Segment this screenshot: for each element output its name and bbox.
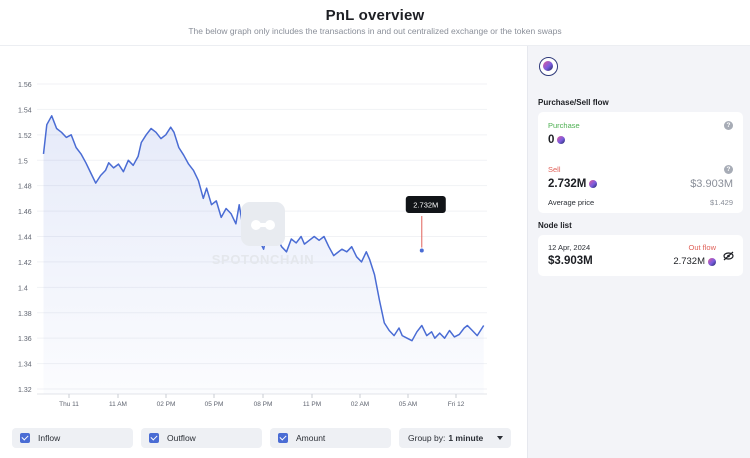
purchase-label: Purchase: [548, 121, 580, 130]
inflow-toggle[interactable]: Inflow: [12, 428, 133, 448]
x-tick-label: 08 PM: [254, 401, 273, 408]
pnl-chart[interactable]: 1.32 1.34 1.36 1.38 1.4 1.42 1.44 1.46 1.48 1.5 1.…: [0, 46, 527, 416]
purchase-info-icon[interactable]: ?: [724, 121, 733, 130]
token-mini-icon: [557, 136, 566, 144]
page-title: PnL overview: [325, 7, 425, 24]
amount-toggle[interactable]: Amount: [270, 428, 391, 448]
outflow-toggle[interactable]: Outflow: [141, 428, 262, 448]
x-tick-label: 11 PM: [303, 401, 321, 408]
purchase-amount: 0: [548, 134, 555, 146]
group-by-label: Group by:: [408, 433, 446, 443]
inflow-checkbox[interactable]: [20, 433, 30, 443]
node-date: 12 Apr, 2024: [548, 243, 591, 252]
node-amount: 2.732M: [673, 256, 716, 267]
node-card[interactable]: 12 Apr, 2024 Out flow $3.903M 2.732M: [538, 235, 743, 276]
area-fill: [43, 115, 484, 395]
eye-off-icon[interactable]: [723, 251, 734, 261]
chevron-down-icon: [497, 436, 503, 440]
y-tick-label: 1.4: [18, 285, 28, 292]
amount-label: Amount: [296, 433, 326, 443]
sell-info-icon[interactable]: ?: [724, 165, 733, 174]
outflow-checkbox[interactable]: [149, 433, 159, 443]
y-tick-label: 1.44: [18, 235, 32, 242]
y-tick-label: 1.34: [18, 362, 32, 369]
x-tick-label: 02 AM: [351, 401, 369, 408]
sell-usd: $3.903M: [690, 178, 733, 190]
x-tick-label: Thu 11: [59, 401, 79, 408]
node-usd: $3.903M: [548, 255, 593, 267]
chart-controls: Inflow Outflow Amount Group by: 1 minute: [0, 420, 527, 458]
chart-container[interactable]: 1.32 1.34 1.36 1.38 1.4 1.42 1.44 1.46 1.48 1.5 1.…: [0, 46, 527, 416]
page-subtitle: The below graph only includes the transa…: [188, 26, 562, 36]
inflow-label: Inflow: [38, 433, 61, 443]
y-tick-label: 1.54: [18, 107, 32, 114]
purchase-value: 0: [548, 134, 566, 146]
marker-point: [418, 247, 425, 254]
x-tick-label: Fri 12: [448, 401, 465, 408]
x-tick-label: 05 AM: [399, 401, 417, 408]
x-tick-label: 11 AM: [109, 401, 127, 408]
watermark-text: SPOTONCHAIN: [211, 252, 315, 267]
group-by-value: 1 minute: [448, 433, 484, 443]
y-tick-label: 1.5: [18, 158, 28, 165]
marker-tooltip: [405, 196, 446, 213]
y-tick-label: 1.52: [18, 133, 32, 140]
node-section-title: Node list: [538, 221, 572, 230]
sell-value: 2.732M: [548, 178, 598, 190]
token-mini-icon: [708, 257, 716, 266]
flow-section-title: Purchase/Sell flow: [538, 98, 609, 107]
watermark: SPOTONCHAIN: [204, 202, 322, 267]
group-by-select[interactable]: Group by: 1 minute: [399, 428, 511, 448]
flow-card: Purchase ? 0 Sell ? 2.732M $3.903M Avera…: [538, 112, 743, 213]
avg-price-label: Average price: [548, 198, 595, 207]
marker-tooltip-label: 2.732M: [413, 201, 438, 210]
y-tick-label: 1.32: [18, 387, 32, 394]
token-mini-icon: [589, 180, 598, 188]
y-tick-label: 1.46: [18, 209, 32, 216]
sell-amount: 2.732M: [548, 178, 587, 190]
y-tick-label: 1.56: [18, 82, 32, 89]
node-flow: Out flow: [688, 243, 716, 252]
outflow-label: Outflow: [167, 433, 196, 443]
y-tick-label: 1.38: [18, 311, 32, 318]
amount-checkbox[interactable]: [278, 433, 288, 443]
y-tick-label: 1.48: [18, 184, 32, 191]
x-tick-label: 05 PM: [205, 401, 224, 408]
token-logo-icon: [539, 57, 558, 76]
sell-label: Sell: [548, 165, 561, 174]
avg-price-value: $1.429: [710, 198, 733, 207]
x-tick-label: 02 PM: [157, 401, 176, 408]
y-tick-label: 1.36: [18, 336, 32, 343]
node-amount-value: 2.732M: [673, 256, 705, 267]
right-panel: Purchase/Sell flow Purchase ? 0 Sell ? 2…: [527, 46, 750, 458]
y-tick-label: 1.42: [18, 260, 32, 267]
header: PnL overview The below graph only includ…: [0, 0, 750, 46]
watermark-logo-icon: [241, 202, 285, 246]
